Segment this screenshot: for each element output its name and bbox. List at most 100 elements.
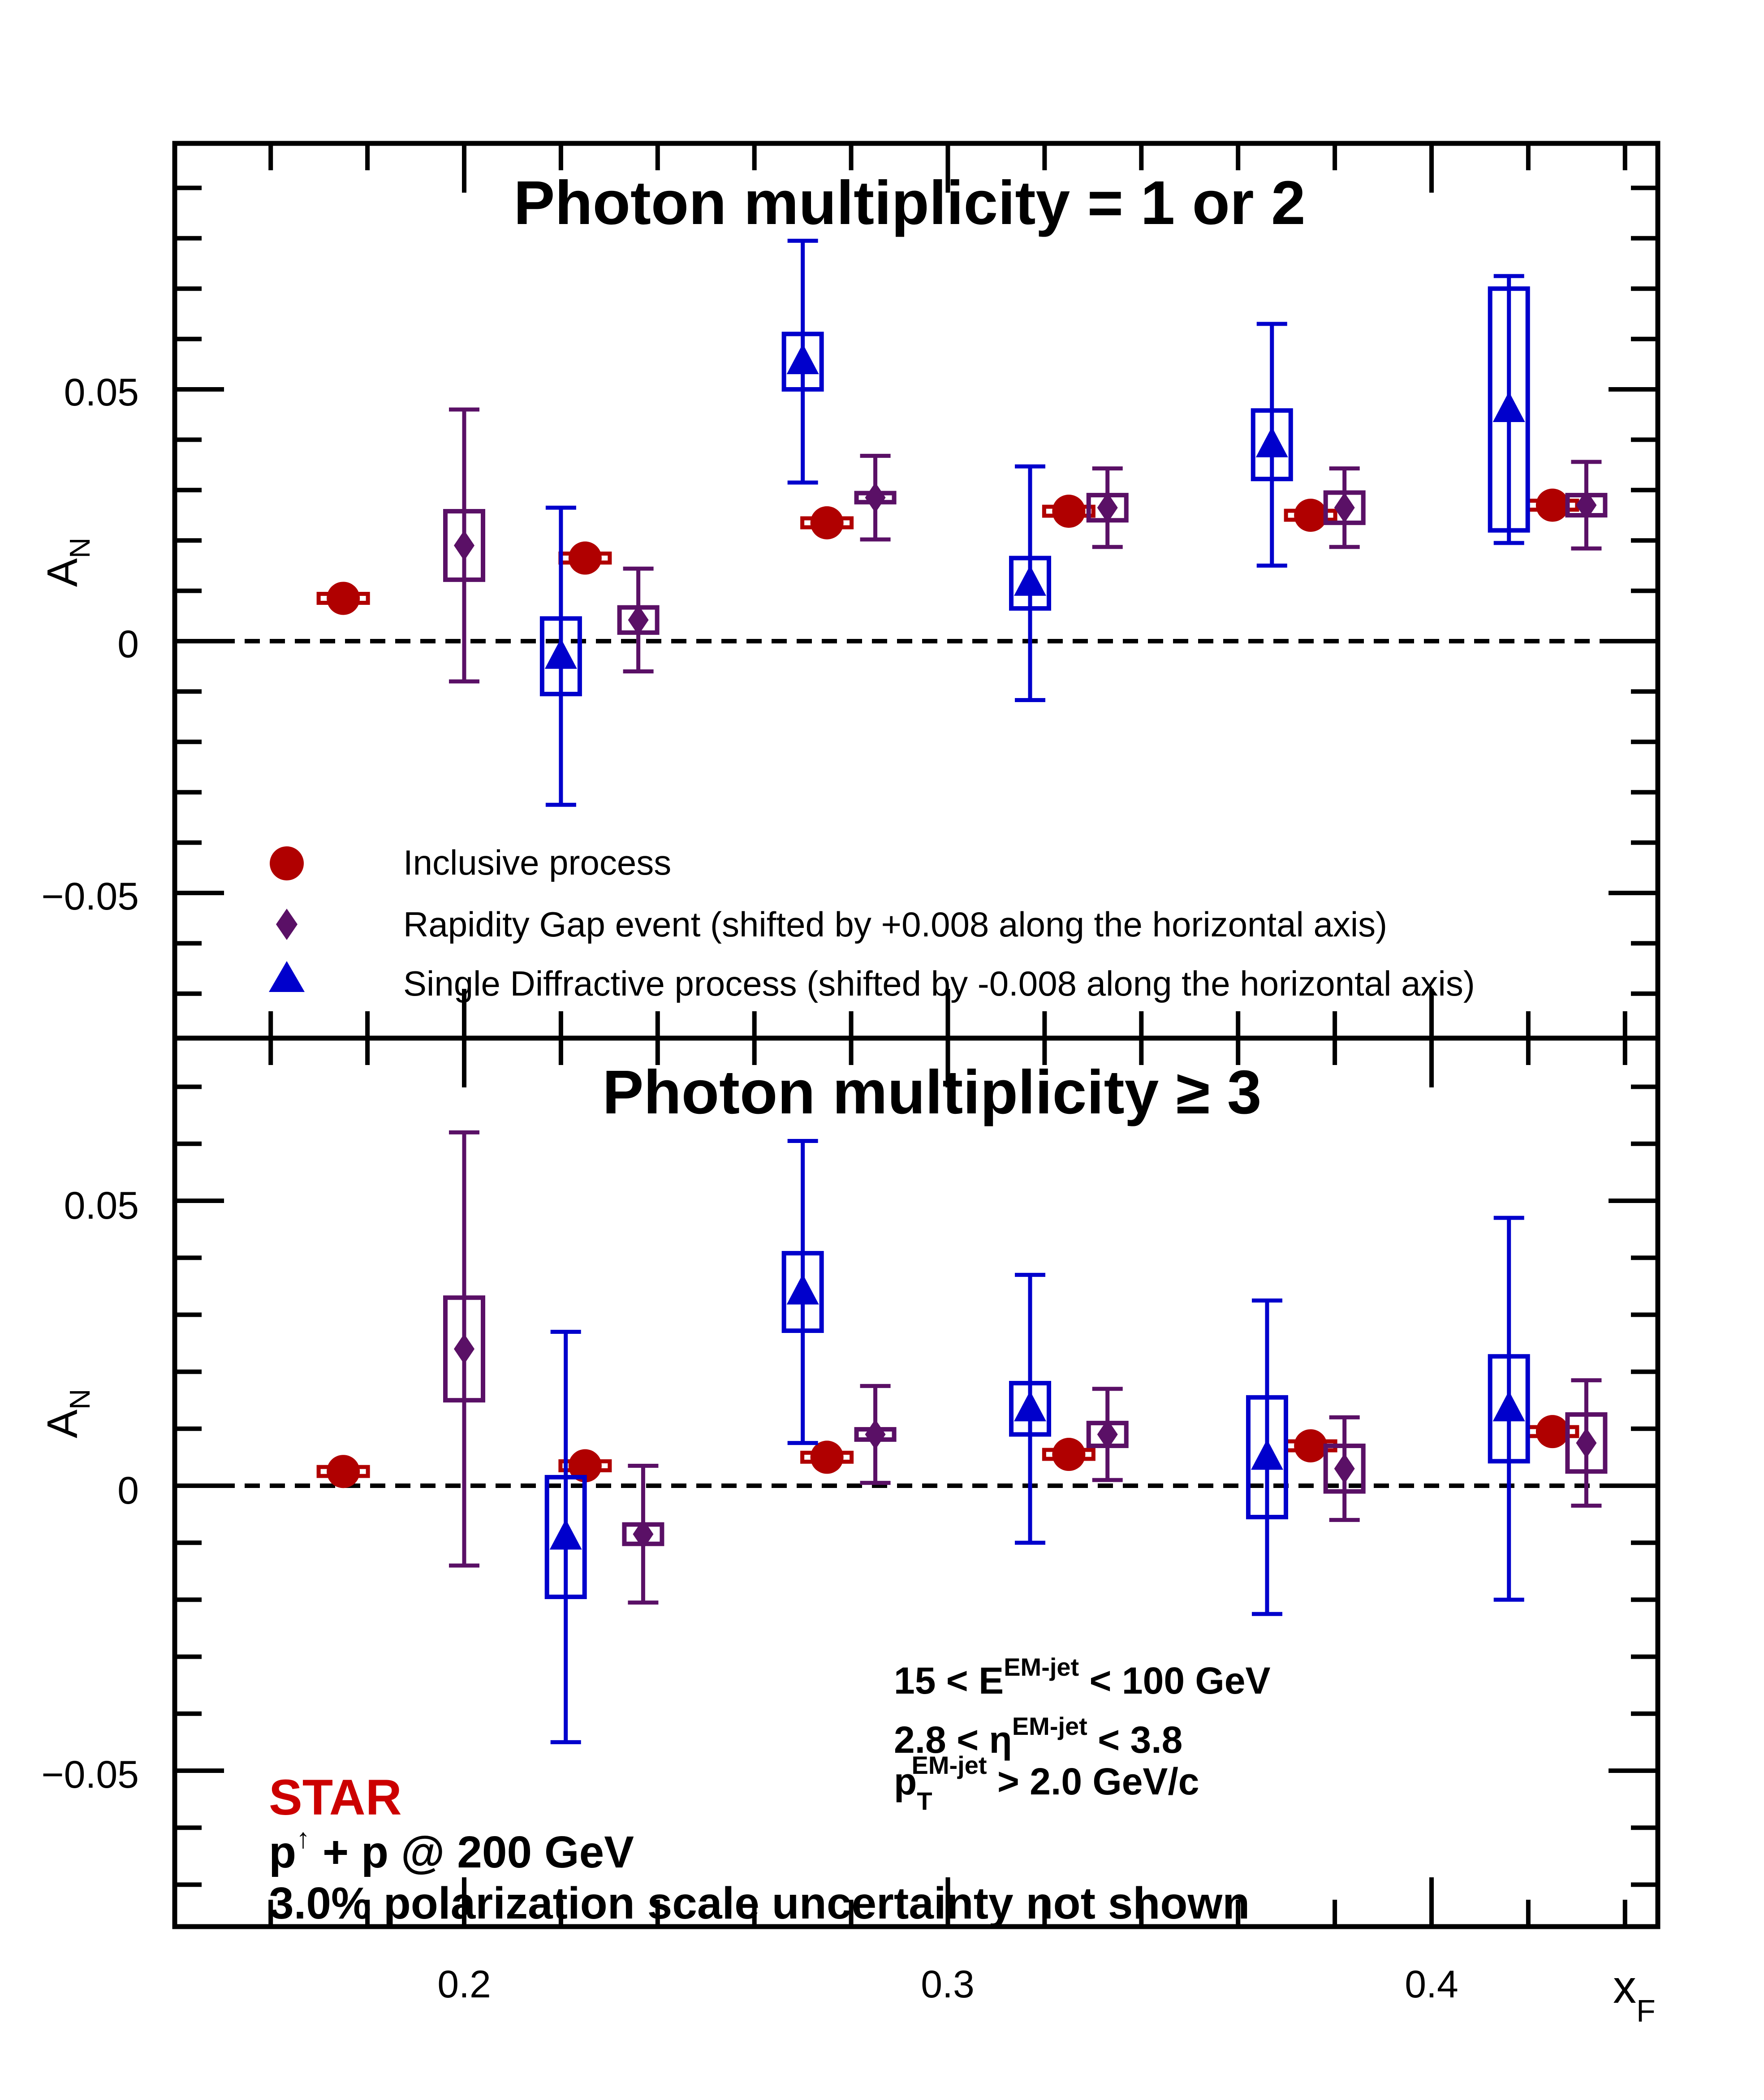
legend-marker-single-diffractive	[269, 961, 305, 992]
data-point	[617, 566, 660, 673]
bottom-panel-title: Photon multiplicity ≥ 3	[602, 1058, 1261, 1127]
y-axis-title-sub: N	[64, 1389, 96, 1410]
data-point	[1042, 1438, 1095, 1471]
systematic-box	[1251, 408, 1293, 482]
data-point	[558, 1449, 612, 1483]
inclusive-marker	[1535, 1415, 1569, 1449]
rapidity-gap-marker	[1576, 490, 1597, 521]
inclusive-marker	[327, 582, 360, 615]
y-tick-labels-bottom: 0.05 0 −0.05	[41, 1184, 139, 1796]
y-axis-title-top: AN	[39, 538, 96, 587]
y-tick-label: −0.05	[41, 1753, 139, 1796]
legend-marker-inclusive	[270, 846, 304, 880]
cut-energy: 15 < EEM-jet < 100 GeV	[894, 1653, 1271, 1702]
data-point	[1009, 464, 1052, 703]
x-axis-title-sub: F	[1636, 1993, 1656, 2028]
data-point	[1009, 1272, 1052, 1545]
single-diffractive-marker	[1492, 1391, 1525, 1422]
data-point	[539, 505, 582, 807]
y-tick-label: 0.05	[64, 371, 139, 414]
data-point	[1565, 460, 1608, 551]
systematic-box	[1323, 1443, 1366, 1494]
systematic-box	[1565, 1412, 1608, 1474]
data-point	[544, 1330, 587, 1744]
y-tick-labels-top: 0.05 0 −0.05	[41, 371, 139, 918]
x-axis-title-main: x	[1613, 1961, 1636, 2013]
inclusive-marker	[327, 1455, 360, 1488]
data-point	[1565, 1378, 1608, 1508]
star-label: STAR	[269, 1769, 402, 1825]
data-point	[781, 238, 824, 485]
systematic-box	[781, 1251, 824, 1333]
y-tick-label: −0.05	[41, 875, 139, 918]
data-point	[854, 1384, 897, 1485]
top-panel-title: Photon multiplicity = 1 or 2	[513, 168, 1305, 237]
data-point	[1251, 322, 1293, 568]
polarization-note: 3.0% polarization scale uncertainty not …	[269, 1878, 1250, 1928]
inclusive-marker	[1535, 488, 1569, 522]
rapidity-gap-marker	[1334, 492, 1355, 523]
rapidity-gap-marker	[1097, 492, 1118, 523]
kinematic-cuts: 15 < EEM-jet < 100 GeV 2.8 < ηEM-jet < 3…	[894, 1653, 1271, 1815]
inclusive-marker	[1294, 499, 1328, 532]
x-tick-label: 0.4	[1405, 1963, 1458, 2006]
data-point	[1284, 499, 1337, 532]
data-point	[316, 582, 370, 615]
systematic-box	[781, 332, 824, 392]
cut-eta: 2.8 < ηEM-jet < 3.8	[894, 1712, 1182, 1761]
legend-label-single-diffractive: Single Diffractive process (shifted by -…	[403, 964, 1475, 1003]
single-diffractive-marker	[1255, 427, 1288, 457]
rapidity-gap-marker	[628, 604, 649, 635]
inclusive-marker	[1052, 1438, 1086, 1471]
panel-frame	[172, 1035, 1660, 1929]
rapidity-gap-marker	[1576, 1427, 1597, 1458]
y-tick-label: 0	[117, 623, 139, 666]
single-diffractive-marker	[549, 1519, 582, 1550]
systematic-box	[544, 1475, 587, 1600]
y-axis-title-main: A	[39, 558, 86, 587]
rapidity-gap-marker	[865, 482, 886, 513]
rapidity-gap-marker	[1334, 1453, 1355, 1484]
rapidity-gap-marker	[865, 1419, 886, 1450]
y-tick-label: 0.05	[64, 1184, 139, 1227]
data-point	[781, 1138, 824, 1445]
data-point	[1488, 1216, 1530, 1602]
data-point	[443, 1130, 485, 1568]
data-point	[1323, 466, 1366, 549]
x-tick-label: 0.3	[921, 1963, 975, 2006]
inclusive-marker	[810, 506, 844, 539]
single-diffractive-marker	[786, 344, 819, 375]
systematic-box	[443, 1295, 485, 1403]
y-axis-title-bottom: AN	[39, 1389, 96, 1438]
single-diffractive-marker	[1492, 391, 1525, 422]
inclusive-marker	[568, 541, 602, 575]
axis-ticks	[175, 143, 1658, 1927]
svg-text:AN: AN	[39, 1389, 96, 1438]
systematic-box	[1488, 1354, 1530, 1464]
systematic-box	[539, 616, 582, 697]
plot-frames	[172, 141, 1660, 1929]
legend-marker-rapidity-gap	[276, 909, 298, 940]
systematic-box	[443, 509, 485, 582]
data-point	[316, 1455, 370, 1488]
inclusive-marker	[1294, 1429, 1328, 1462]
systematic-box	[1009, 1381, 1052, 1437]
zero-lines	[220, 639, 1609, 1488]
data-point	[558, 541, 612, 575]
legend-label-inclusive: Inclusive process	[403, 843, 671, 882]
single-diffractive-marker	[544, 638, 577, 669]
rapidity-gap-marker	[454, 530, 474, 561]
legend: Inclusive process Rapidity Gap event (sh…	[269, 843, 1475, 1003]
inclusive-marker	[810, 1440, 844, 1474]
y-axis-title-sub: N	[64, 538, 96, 558]
svg-text:AN: AN	[39, 538, 96, 587]
x-axis-title: xF	[1613, 1961, 1656, 2028]
data-point	[854, 453, 897, 542]
beam-label: p↑ + p @ 200 GeV	[269, 1823, 634, 1877]
cut-pt: pTEM-jet > 2.0 GeV/c	[894, 1751, 1199, 1815]
data-point	[1488, 274, 1530, 545]
data-point	[443, 407, 485, 684]
data-marks	[316, 238, 1608, 1744]
y-axis-title-main: A	[39, 1410, 86, 1438]
